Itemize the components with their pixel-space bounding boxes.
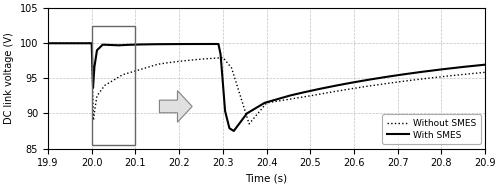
With SMES: [400, 73, 406, 75]
Polygon shape: [160, 91, 192, 122]
Line: With SMES: With SMES: [48, 43, 485, 131]
With SMES: [306, 90, 312, 92]
With SMES: [448, 67, 454, 70]
Without SMES: [142, 67, 148, 69]
X-axis label: Time (s): Time (s): [246, 174, 288, 184]
Bar: [92, 26, 136, 145]
Without SMES: [45, 42, 51, 44]
With SMES: [45, 42, 51, 44]
With SMES: [231, 130, 237, 132]
With SMES: [142, 43, 148, 45]
Line: Without SMES: Without SMES: [48, 43, 485, 124]
With SMES: [142, 43, 148, 45]
Legend: Without SMES, With SMES: Without SMES, With SMES: [382, 114, 480, 144]
Without SMES: [142, 67, 148, 69]
Without SMES: [400, 80, 406, 82]
With SMES: [482, 64, 488, 66]
With SMES: [442, 68, 448, 70]
Without SMES: [306, 95, 312, 97]
Without SMES: [482, 71, 488, 74]
Without SMES: [246, 123, 252, 125]
Y-axis label: DC link voltage (V): DC link voltage (V): [4, 33, 14, 124]
Without SMES: [442, 75, 448, 77]
Without SMES: [448, 75, 454, 77]
